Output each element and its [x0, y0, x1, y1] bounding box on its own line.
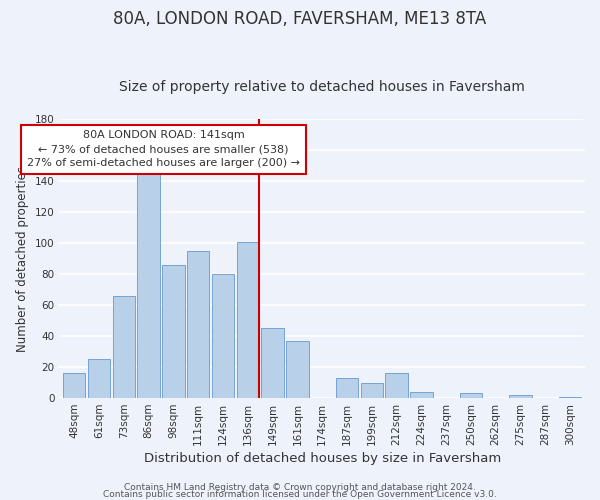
Text: Contains HM Land Registry data © Crown copyright and database right 2024.: Contains HM Land Registry data © Crown c…: [124, 484, 476, 492]
Y-axis label: Number of detached properties: Number of detached properties: [16, 166, 29, 352]
Bar: [336, 378, 358, 398]
Bar: [559, 396, 581, 398]
Bar: [63, 374, 85, 398]
Bar: [88, 360, 110, 398]
X-axis label: Distribution of detached houses by size in Faversham: Distribution of detached houses by size …: [143, 452, 501, 465]
Bar: [137, 172, 160, 398]
Text: 80A, LONDON ROAD, FAVERSHAM, ME13 8TA: 80A, LONDON ROAD, FAVERSHAM, ME13 8TA: [113, 10, 487, 28]
Bar: [410, 392, 433, 398]
Bar: [509, 395, 532, 398]
Bar: [113, 296, 135, 398]
Bar: [286, 341, 308, 398]
Bar: [262, 328, 284, 398]
Text: Contains public sector information licensed under the Open Government Licence v3: Contains public sector information licen…: [103, 490, 497, 499]
Title: Size of property relative to detached houses in Faversham: Size of property relative to detached ho…: [119, 80, 525, 94]
Bar: [385, 374, 408, 398]
Bar: [236, 242, 259, 398]
Bar: [460, 394, 482, 398]
Bar: [162, 265, 185, 398]
Bar: [361, 382, 383, 398]
Text: 80A LONDON ROAD: 141sqm
← 73% of detached houses are smaller (538)
27% of semi-d: 80A LONDON ROAD: 141sqm ← 73% of detache…: [27, 130, 300, 168]
Bar: [187, 251, 209, 398]
Bar: [212, 274, 234, 398]
